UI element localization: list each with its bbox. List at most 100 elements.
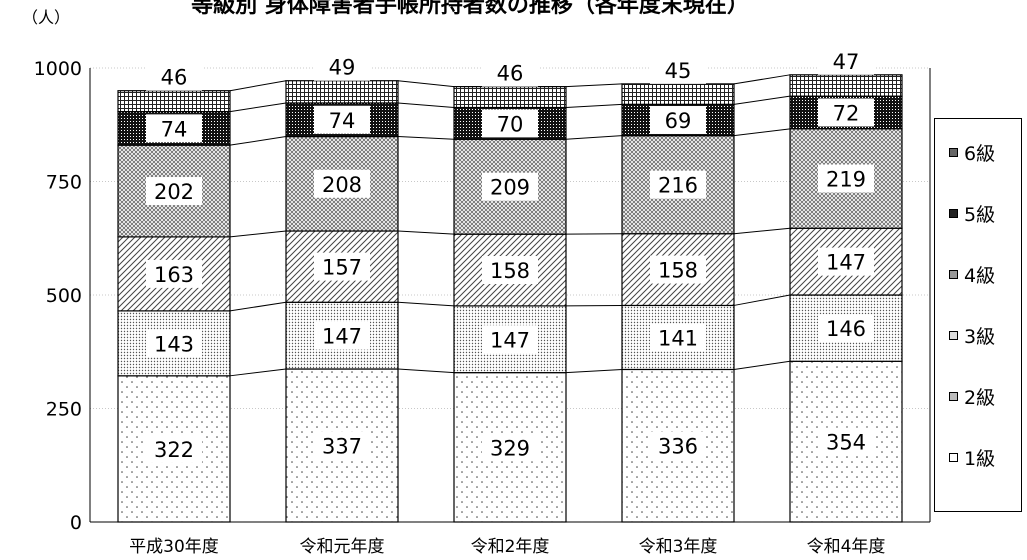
data-label-bg [818, 247, 874, 276]
legend-item: 6級 [949, 139, 995, 166]
legend-item: 3級 [949, 322, 995, 349]
legend-item: 4級 [949, 261, 995, 288]
legend-swatch [949, 148, 958, 157]
legend-item: 1級 [949, 444, 995, 471]
data-label: 141 [658, 326, 698, 350]
data-label-bg [650, 55, 706, 84]
data-label: 46 [161, 66, 188, 90]
bars [117, 74, 903, 523]
data-label-bg [146, 259, 202, 288]
y-tick-label: 500 [46, 285, 82, 307]
data-label-bg [482, 109, 538, 138]
x-tick-label: 令和4年度 [807, 537, 886, 557]
data-label-bg [482, 433, 538, 462]
data-label-bg [314, 105, 370, 134]
legend-label: 1級 [964, 448, 996, 470]
y-tick-label: 0 [70, 512, 82, 534]
data-label-bg [314, 52, 370, 81]
legend-swatch [949, 392, 958, 401]
data-label: 216 [658, 174, 698, 198]
data-label-bg [650, 431, 706, 460]
legend-item: 2級 [949, 383, 995, 410]
x-tick-label: 平成30年度 [129, 537, 219, 557]
x-axis: 平成30年度 令和元年度 令和2年度 令和3年度 令和4年度 [129, 537, 885, 557]
bar-segment [789, 227, 903, 296]
series-connector-line [733, 294, 791, 306]
data-label-bg [818, 46, 874, 75]
bar-segment [621, 83, 735, 105]
series-connector-line [229, 80, 287, 92]
series-connector-line [229, 136, 287, 146]
y-tick-label: 250 [46, 399, 82, 421]
data-labels: 322 143 163 202 74 46 337 147 157 208 74 49 329 147 15… [146, 46, 874, 463]
legend-label: 3級 [964, 326, 996, 348]
legend-swatch [949, 331, 958, 340]
data-label-bg [650, 323, 706, 352]
data-label: 219 [826, 168, 866, 192]
data-label: 158 [658, 259, 698, 283]
data-label: 208 [322, 173, 362, 197]
data-label-bg [146, 434, 202, 463]
series-connector-line [397, 80, 455, 88]
data-label: 45 [665, 59, 692, 83]
series-connector-line [397, 136, 455, 140]
x-tick-label: 令和元年度 [300, 537, 385, 557]
series-connector-line [733, 128, 791, 137]
data-label: 157 [322, 256, 362, 280]
data-label-bg [146, 329, 202, 358]
series-connectors [229, 74, 791, 377]
data-label: 46 [497, 62, 524, 86]
legend-label: 4級 [964, 265, 996, 287]
data-label-bg [650, 255, 706, 284]
data-label: 329 [490, 436, 530, 460]
data-label-bg [482, 172, 538, 201]
data-label: 163 [154, 263, 194, 287]
data-label-bg [818, 427, 874, 456]
data-label: 336 [658, 435, 698, 459]
data-label-bg [482, 325, 538, 354]
data-label-bg [482, 256, 538, 285]
data-label-bg [818, 164, 874, 193]
series-connector-line [565, 135, 623, 140]
y-tick-label: 750 [46, 172, 82, 194]
data-label-bg [818, 314, 874, 343]
data-label: 49 [329, 56, 356, 80]
data-label: 47 [833, 50, 860, 74]
data-label-bg [146, 177, 202, 206]
series-connector-line [565, 368, 623, 374]
data-label-bg [650, 170, 706, 199]
data-label: 74 [329, 109, 356, 133]
data-label-bg [146, 114, 202, 143]
bar-segment [117, 236, 231, 312]
series-connector-line [733, 95, 791, 105]
data-label: 337 [322, 435, 362, 459]
data-label: 158 [490, 259, 530, 283]
y-tick-label: 1000 [34, 58, 82, 80]
bar-segment [117, 90, 231, 113]
data-label: 147 [322, 325, 362, 349]
data-label: 147 [826, 251, 866, 275]
series-connector-line [733, 74, 791, 85]
data-label: 72 [833, 101, 860, 125]
data-label-bg [650, 105, 706, 134]
series-connector-line [229, 230, 287, 238]
series-connector-line [733, 227, 791, 235]
legend-label: 2級 [964, 387, 996, 409]
data-label-bg [146, 62, 202, 91]
data-label: 143 [154, 332, 194, 356]
legend-label: 6級 [964, 143, 996, 165]
series-connector-line [229, 368, 287, 377]
legend-swatch [949, 270, 958, 279]
data-label: 146 [826, 317, 866, 341]
data-label: 322 [154, 438, 194, 462]
chart-title: 等級別 身体障害者手帳所持者数の推移（各年度末現在） [191, 0, 749, 18]
series-connector-line [397, 368, 455, 374]
series-connector-line [565, 103, 623, 108]
data-label-bg [482, 58, 538, 87]
legend-label: 5級 [964, 204, 996, 226]
bar-segment [285, 80, 399, 104]
data-label: 70 [497, 112, 524, 136]
data-label: 209 [490, 176, 530, 200]
series-connector-line [229, 301, 287, 312]
